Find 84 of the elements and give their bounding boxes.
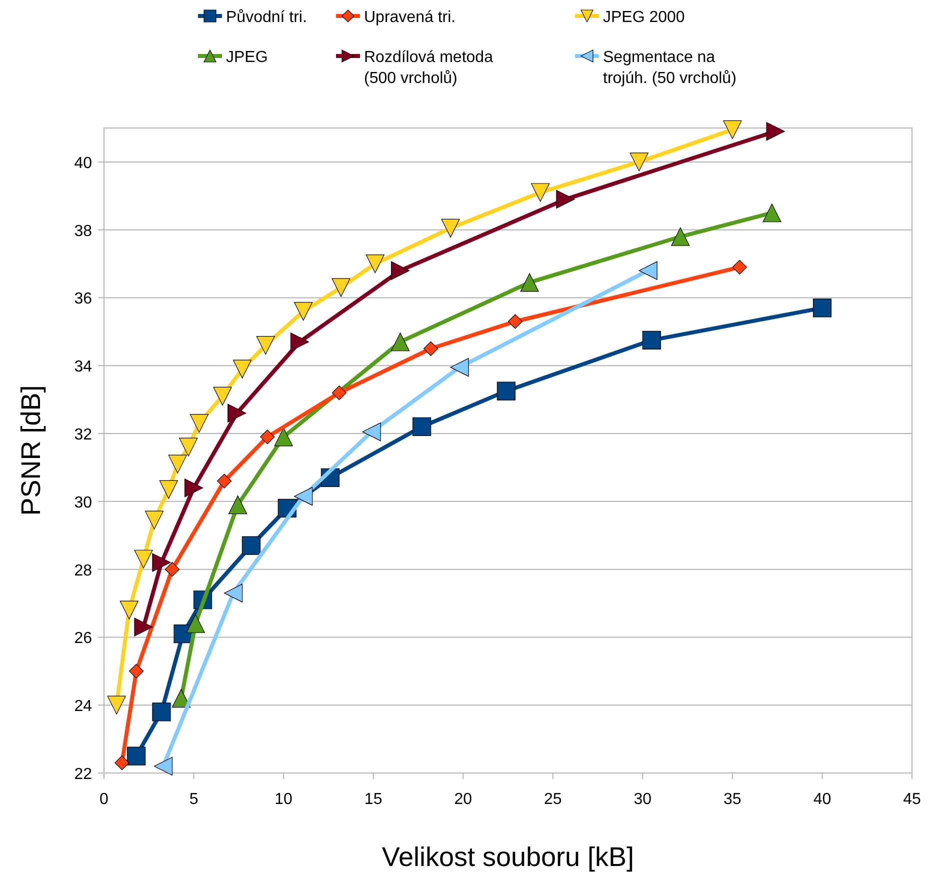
point xyxy=(242,536,261,555)
point xyxy=(179,438,198,456)
y-tick-label: 24 xyxy=(74,698,92,716)
point xyxy=(134,550,153,568)
point xyxy=(134,618,153,636)
point xyxy=(168,454,187,474)
x-tick-label: 40 xyxy=(813,791,832,808)
point xyxy=(164,562,180,577)
y-tick-label: 22 xyxy=(74,766,92,783)
point xyxy=(144,510,164,530)
point xyxy=(520,273,539,292)
y-tick-label: 26 xyxy=(74,630,92,648)
x-tick-label: 5 xyxy=(189,791,198,808)
point xyxy=(190,414,208,433)
legend-label: JPEG xyxy=(226,49,268,66)
point xyxy=(766,122,785,141)
point xyxy=(390,332,410,352)
x-tick-label: 0 xyxy=(100,791,109,808)
y-tick-label: 36 xyxy=(74,290,92,308)
point xyxy=(184,478,204,498)
point xyxy=(630,152,648,172)
point xyxy=(638,261,658,280)
x-tick-label: 35 xyxy=(724,791,742,808)
point xyxy=(154,756,173,776)
point xyxy=(496,382,516,400)
point xyxy=(172,689,191,708)
point xyxy=(732,260,747,274)
point xyxy=(812,298,832,318)
point xyxy=(531,183,550,202)
point xyxy=(450,358,469,377)
point xyxy=(390,261,410,280)
point xyxy=(332,385,347,400)
point xyxy=(362,422,381,442)
point xyxy=(290,332,310,352)
point xyxy=(762,204,782,222)
point xyxy=(556,190,575,209)
point xyxy=(294,487,313,506)
point xyxy=(186,614,205,633)
x-tick-label: 20 xyxy=(454,791,472,808)
x-axis-title: Velikost souboru [kB] xyxy=(382,842,634,872)
x-tick-label: 15 xyxy=(364,791,382,808)
y-tick-label: 40 xyxy=(74,154,92,172)
point xyxy=(228,404,246,422)
point xyxy=(213,386,232,406)
point xyxy=(723,120,742,139)
point xyxy=(332,278,350,297)
point xyxy=(642,330,661,350)
point xyxy=(441,218,460,238)
point xyxy=(120,600,138,620)
point xyxy=(366,254,384,274)
x-tick-label: 25 xyxy=(544,791,562,808)
legend-label: Rozdílová metoda (500 vrcholů) xyxy=(364,49,494,87)
y-axis-title: PSNR [dB] xyxy=(16,385,46,516)
point xyxy=(294,302,313,321)
point xyxy=(129,664,144,678)
point xyxy=(508,314,522,329)
point xyxy=(152,553,171,572)
y-tick-label: 32 xyxy=(74,426,92,444)
point xyxy=(671,227,690,246)
point xyxy=(127,746,146,766)
legend-label: Segmentace na trojúh. (50 vrcholů) xyxy=(603,49,736,87)
y-tick-label: 30 xyxy=(74,494,92,512)
point xyxy=(274,428,293,446)
point xyxy=(228,496,248,514)
point xyxy=(217,474,232,488)
x-tick-label: 10 xyxy=(274,791,293,808)
point xyxy=(412,417,432,436)
point xyxy=(159,480,178,499)
x-tick-label: 45 xyxy=(903,791,921,808)
point xyxy=(232,360,252,378)
y-tick-label: 38 xyxy=(74,222,92,240)
point xyxy=(256,336,275,355)
legend-label: Původní tri. xyxy=(226,9,307,26)
point xyxy=(152,702,171,722)
point xyxy=(114,756,130,770)
point xyxy=(423,341,438,356)
y-tick-label: 34 xyxy=(74,358,92,376)
point xyxy=(224,584,243,602)
y-tick-label: 28 xyxy=(74,562,92,580)
legend-label: JPEG 2000 xyxy=(603,9,685,26)
legend-label: Upravená tri. xyxy=(364,9,456,26)
point xyxy=(107,696,126,714)
x-tick-label: 30 xyxy=(634,791,652,808)
point xyxy=(260,430,275,444)
